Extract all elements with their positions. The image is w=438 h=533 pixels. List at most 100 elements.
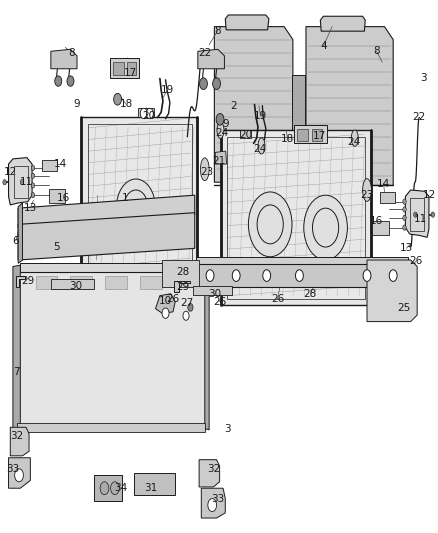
Circle shape	[110, 482, 119, 495]
Bar	[127, 62, 136, 75]
Text: 20: 20	[142, 111, 155, 121]
Text: 14: 14	[54, 159, 67, 169]
Polygon shape	[140, 276, 162, 288]
Polygon shape	[17, 272, 205, 429]
Text: 30: 30	[69, 281, 82, 291]
Circle shape	[31, 192, 35, 198]
Text: 18: 18	[120, 100, 133, 109]
Text: 29: 29	[21, 276, 34, 286]
Circle shape	[248, 192, 292, 257]
Polygon shape	[51, 50, 77, 69]
Polygon shape	[110, 58, 139, 78]
Text: 31: 31	[145, 483, 158, 493]
Circle shape	[146, 108, 153, 119]
Text: 34: 34	[114, 483, 127, 493]
Ellipse shape	[351, 130, 358, 146]
Text: 28: 28	[177, 266, 190, 277]
Text: 25: 25	[397, 303, 411, 313]
Polygon shape	[196, 257, 409, 265]
Text: 22: 22	[413, 112, 426, 123]
Text: 8: 8	[68, 47, 74, 58]
Polygon shape	[194, 286, 232, 295]
Polygon shape	[215, 151, 226, 164]
Circle shape	[158, 201, 184, 240]
Polygon shape	[35, 276, 57, 288]
Circle shape	[212, 78, 220, 90]
Polygon shape	[240, 131, 251, 138]
Circle shape	[14, 469, 23, 482]
Circle shape	[403, 199, 406, 204]
Text: 11: 11	[413, 214, 427, 223]
Polygon shape	[155, 294, 175, 313]
Polygon shape	[18, 213, 195, 260]
Polygon shape	[13, 265, 20, 429]
Text: 30: 30	[208, 289, 221, 298]
Circle shape	[200, 78, 208, 90]
Polygon shape	[18, 195, 195, 228]
Polygon shape	[81, 117, 197, 289]
Polygon shape	[294, 125, 327, 143]
Circle shape	[216, 114, 224, 125]
Ellipse shape	[217, 122, 224, 139]
Circle shape	[206, 270, 214, 281]
Text: 21: 21	[212, 157, 226, 166]
Text: 26: 26	[213, 296, 226, 306]
Polygon shape	[18, 203, 22, 263]
Text: 2: 2	[231, 101, 237, 111]
Polygon shape	[372, 221, 389, 236]
Text: 33: 33	[211, 494, 225, 504]
Polygon shape	[134, 473, 175, 495]
Bar	[312, 129, 321, 141]
Text: 23: 23	[200, 167, 213, 177]
Polygon shape	[10, 427, 29, 456]
Ellipse shape	[258, 138, 265, 154]
Text: 10: 10	[159, 296, 172, 306]
Text: 32: 32	[207, 464, 220, 474]
Text: 18: 18	[281, 134, 294, 144]
Polygon shape	[42, 159, 57, 171]
Text: 11: 11	[20, 177, 33, 187]
Circle shape	[296, 270, 304, 281]
Polygon shape	[380, 192, 396, 203]
Polygon shape	[320, 16, 365, 31]
Polygon shape	[9, 158, 32, 205]
Polygon shape	[9, 458, 30, 488]
Text: 12: 12	[4, 167, 17, 177]
Text: 16: 16	[57, 193, 71, 204]
Polygon shape	[162, 260, 199, 287]
Text: 4: 4	[320, 41, 327, 51]
Circle shape	[431, 212, 434, 217]
Text: 8: 8	[373, 46, 380, 56]
Polygon shape	[306, 27, 393, 185]
Polygon shape	[199, 459, 219, 487]
Circle shape	[263, 270, 271, 281]
Circle shape	[403, 225, 406, 230]
Text: 27: 27	[181, 298, 194, 308]
Text: 8: 8	[215, 26, 221, 36]
Circle shape	[55, 76, 62, 86]
Circle shape	[304, 195, 347, 260]
Circle shape	[208, 498, 216, 512]
Circle shape	[232, 270, 240, 281]
Polygon shape	[153, 286, 184, 296]
Circle shape	[140, 108, 147, 119]
Text: 22: 22	[198, 47, 212, 58]
Text: 20: 20	[240, 130, 253, 140]
Circle shape	[162, 308, 169, 318]
Bar	[113, 62, 124, 75]
Text: 13: 13	[24, 203, 37, 213]
Text: 9: 9	[223, 119, 230, 129]
Circle shape	[100, 482, 109, 495]
Circle shape	[413, 212, 417, 217]
Circle shape	[113, 93, 121, 105]
Ellipse shape	[201, 158, 209, 181]
Circle shape	[389, 270, 397, 281]
Text: 14: 14	[377, 179, 390, 189]
Polygon shape	[49, 189, 65, 203]
Circle shape	[20, 180, 24, 185]
Text: 1: 1	[122, 193, 128, 204]
Circle shape	[31, 165, 35, 171]
Text: 5: 5	[53, 242, 60, 252]
Circle shape	[67, 76, 74, 86]
Text: 17: 17	[124, 68, 137, 78]
